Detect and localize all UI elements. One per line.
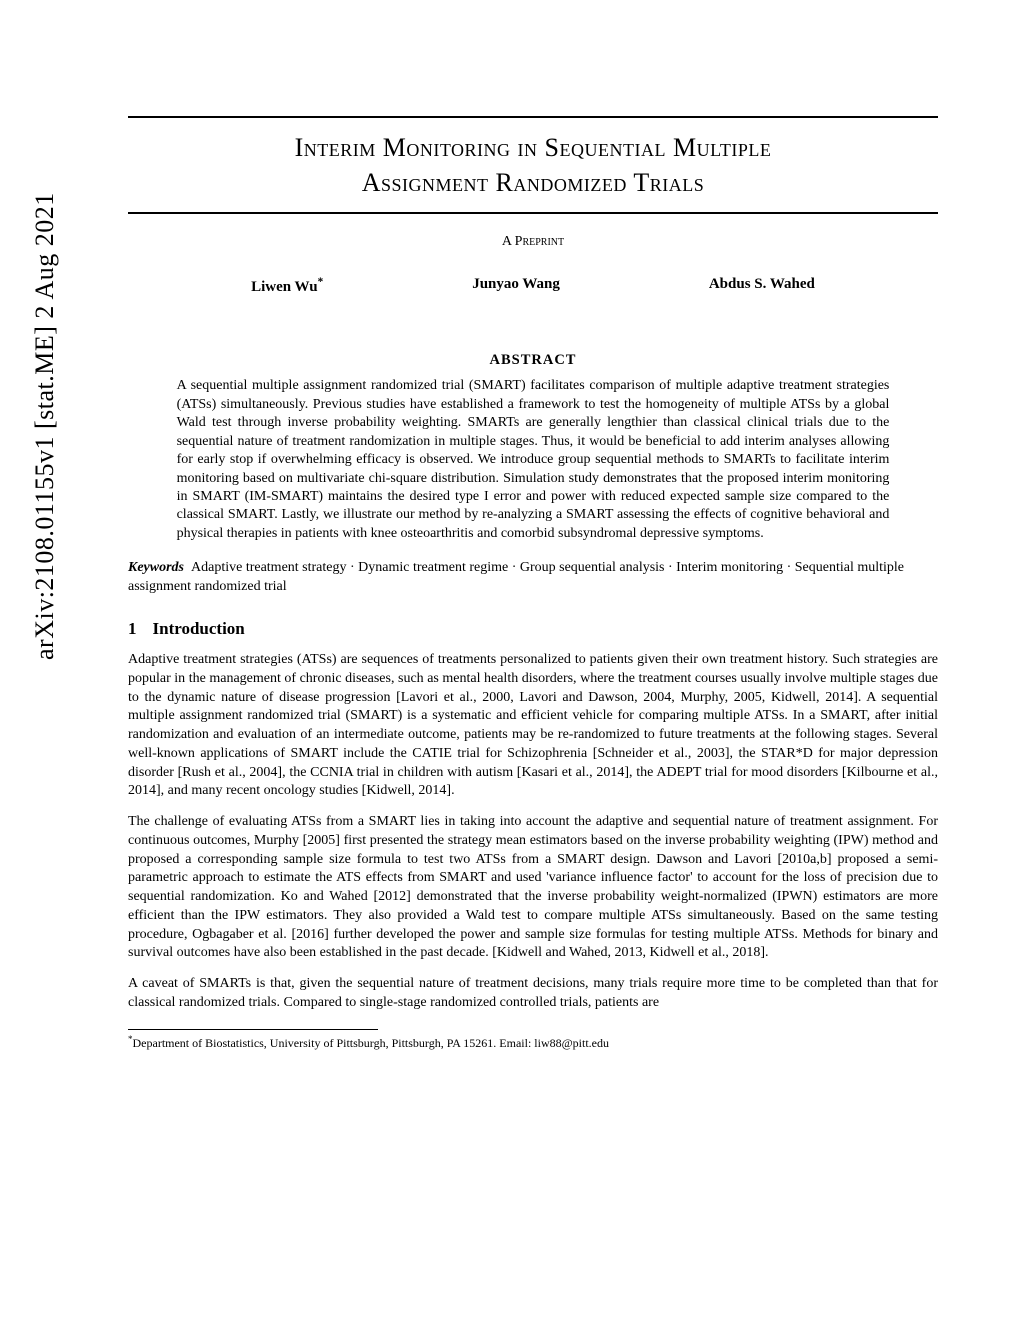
abstract-body: A sequential multiple assignment randomi… xyxy=(177,377,890,543)
title-line-2: Assignment Randomized Trials xyxy=(362,168,705,197)
title-bottom-rule xyxy=(128,212,938,214)
footnote: *Department of Biostatistics, University… xyxy=(128,1034,938,1052)
paper-page: Interim Monitoring in Sequential Multipl… xyxy=(128,116,938,1051)
author-1: Liwen Wu* xyxy=(251,276,323,296)
section-1-num: 1 xyxy=(128,619,137,638)
author-2: Junyao Wang xyxy=(472,276,560,296)
author-3: Abdus S. Wahed xyxy=(709,276,815,296)
arxiv-stamp: arXiv:2108.01155v1 [stat.ME] 2 Aug 2021 xyxy=(30,192,60,660)
paper-title: Interim Monitoring in Sequential Multipl… xyxy=(128,130,938,200)
intro-paragraph-2: The challenge of evaluating ATSs from a … xyxy=(128,813,938,963)
title-top-rule xyxy=(128,116,938,118)
preprint-label: A Preprint xyxy=(128,234,938,250)
keywords-label: Keywords xyxy=(128,560,184,575)
author-list: Liwen Wu* Junyao Wang Abdus S. Wahed xyxy=(177,276,890,296)
abstract-heading: ABSTRACT xyxy=(128,352,938,369)
title-line-1: Interim Monitoring in Sequential Multipl… xyxy=(295,133,772,162)
intro-paragraph-3: A caveat of SMARTs is that, given the se… xyxy=(128,975,938,1013)
section-1-title: Introduction xyxy=(153,619,245,638)
keywords: Keywords Adaptive treatment strategy · D… xyxy=(128,559,938,597)
section-1-heading: 1 Introduction xyxy=(128,619,938,639)
footnote-text: Department of Biostatistics, University … xyxy=(133,1036,610,1050)
intro-paragraph-1: Adaptive treatment strategies (ATSs) are… xyxy=(128,651,938,801)
keywords-text: Adaptive treatment strategy · Dynamic tr… xyxy=(128,560,904,594)
footnote-rule xyxy=(128,1029,378,1030)
